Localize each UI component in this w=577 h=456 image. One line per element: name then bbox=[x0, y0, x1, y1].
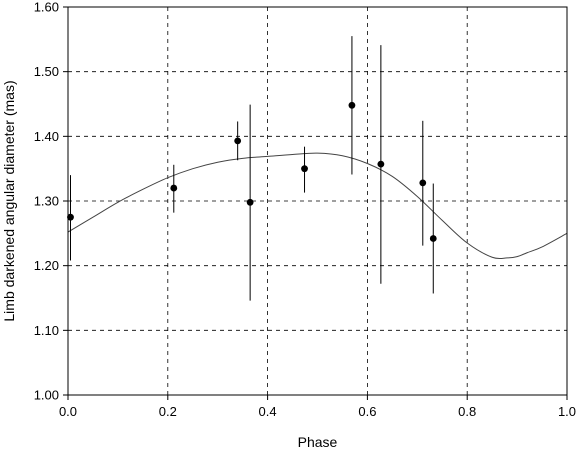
tick-labels: 0.0 0.2 0.4 0.6 0.8 1.0 1.00 1.10 1.20 1.30 1.40 1.… bbox=[34, 0, 576, 419]
data-point bbox=[246, 198, 254, 206]
grid-lines bbox=[68, 7, 567, 395]
y-tick-label: 1.00 bbox=[34, 388, 59, 403]
x-tick-label: 0.6 bbox=[358, 404, 376, 419]
data-point bbox=[234, 137, 242, 145]
data-point bbox=[377, 160, 385, 168]
y-tick-label: 1.30 bbox=[34, 194, 59, 209]
x-tick-label: 0.8 bbox=[458, 404, 476, 419]
y-tick-label: 1.60 bbox=[34, 0, 59, 15]
y-tick-label: 1.20 bbox=[34, 258, 59, 273]
data-point bbox=[419, 179, 427, 187]
x-tick-label: 0.0 bbox=[59, 404, 77, 419]
data-points-layer bbox=[67, 36, 437, 301]
x-axis-label: Phase bbox=[298, 434, 338, 450]
data-point bbox=[301, 165, 308, 173]
x-tick-label: 0.2 bbox=[159, 404, 177, 419]
y-tick-label: 1.40 bbox=[34, 129, 59, 144]
data-point bbox=[348, 101, 356, 109]
y-tick-label: 1.50 bbox=[34, 64, 59, 79]
x-tick-label: 0.4 bbox=[259, 404, 277, 419]
data-point bbox=[67, 213, 74, 221]
y-axis-label: Limb darkened angular diameter (mas) bbox=[1, 80, 17, 321]
model-curve bbox=[67, 152, 568, 260]
data-point bbox=[170, 184, 178, 192]
axis-ticks bbox=[63, 6, 568, 400]
x-tick-label: 1.0 bbox=[558, 404, 576, 419]
model-curve-layer bbox=[67, 152, 568, 260]
data-point bbox=[429, 235, 437, 242]
y-tick-label: 1.10 bbox=[34, 323, 59, 338]
